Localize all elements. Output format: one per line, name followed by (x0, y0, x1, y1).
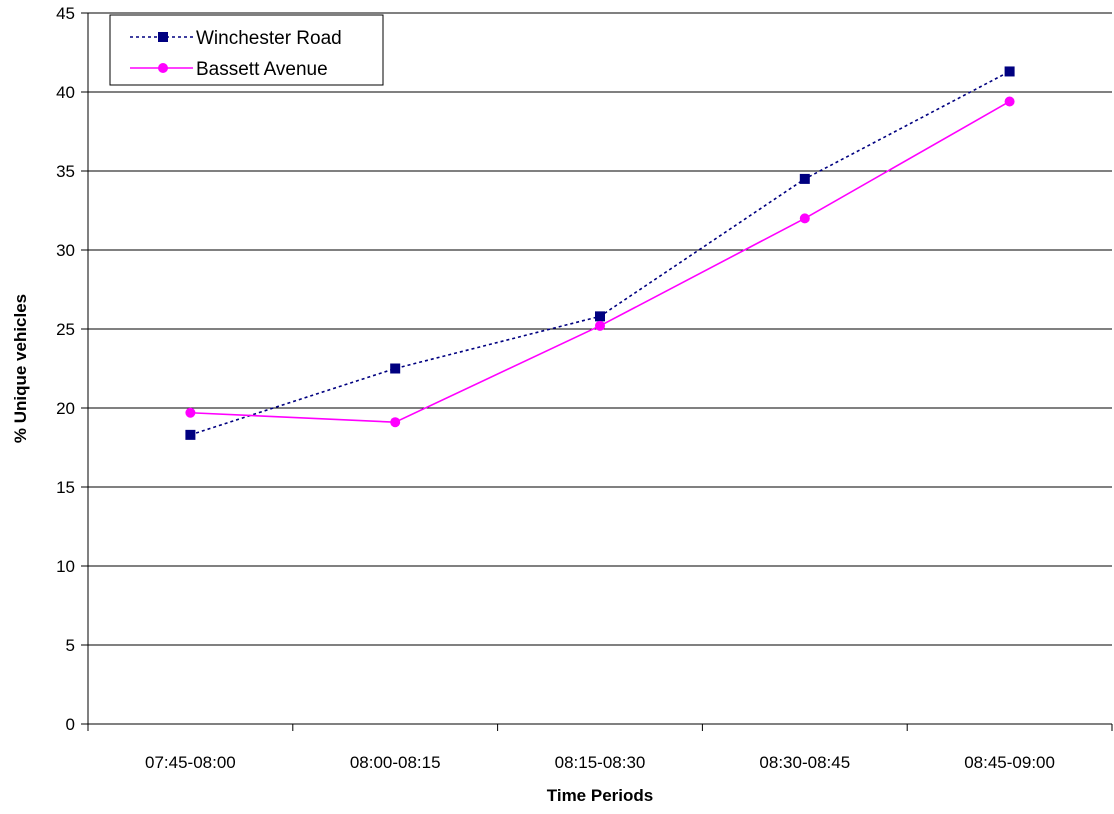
y-tick-label: 30 (56, 241, 75, 260)
x-tick-label: 07:45-08:00 (145, 753, 236, 772)
legend-marker-square (158, 32, 168, 42)
series-1 (185, 96, 1015, 428)
series-0 (185, 66, 1015, 440)
legend: Winchester Road Bassett Avenue (109, 14, 384, 86)
data-point-square (1004, 66, 1015, 77)
x-tick-label: 08:45-09:00 (964, 753, 1055, 772)
axes (87, 13, 1112, 725)
x-axis-ticks: 07:45-08:00 08:00-08:15 08:15-08:30 08:30-0… (87, 724, 1113, 772)
y-tick-label: 35 (56, 162, 75, 181)
y-tick-label: 10 (56, 557, 75, 576)
y-tick-label: 20 (56, 399, 75, 418)
data-point-square (390, 363, 401, 374)
series-line (190, 70, 1010, 436)
data-point-circle (185, 407, 196, 418)
y-axis-ticks: 0 5 10 15 20 25 30 35 40 45 (56, 4, 88, 734)
data-point-square (595, 311, 605, 322)
legend-marker-circle (158, 63, 168, 73)
legend-box (109, 14, 384, 86)
legend-label: Bassett Avenue (196, 59, 328, 80)
legend-label: Winchester Road (196, 28, 342, 49)
x-axis-title: Time Periods (547, 786, 653, 805)
y-tick-label: 25 (56, 320, 75, 339)
y-axis-title: % Unique vehicles (11, 294, 30, 443)
data-point-circle (595, 320, 605, 331)
x-tick-label: 08:15-08:30 (555, 753, 646, 772)
x-tick-label: 08:00-08:15 (350, 753, 441, 772)
data-point-circle (1004, 96, 1015, 107)
data-point-square (799, 173, 810, 184)
y-tick-label: 5 (66, 636, 75, 655)
y-tick-label: 40 (56, 83, 75, 102)
data-point-square (185, 429, 196, 440)
data-point-circle (390, 417, 401, 428)
data-point-circle (799, 213, 810, 224)
y-tick-label: 15 (56, 478, 75, 497)
y-tick-label: 0 (66, 715, 75, 734)
x-tick-label: 08:30-08:45 (759, 753, 850, 772)
series-line (190, 100, 1010, 424)
data-series (185, 66, 1015, 440)
y-tick-label: 45 (56, 4, 75, 23)
